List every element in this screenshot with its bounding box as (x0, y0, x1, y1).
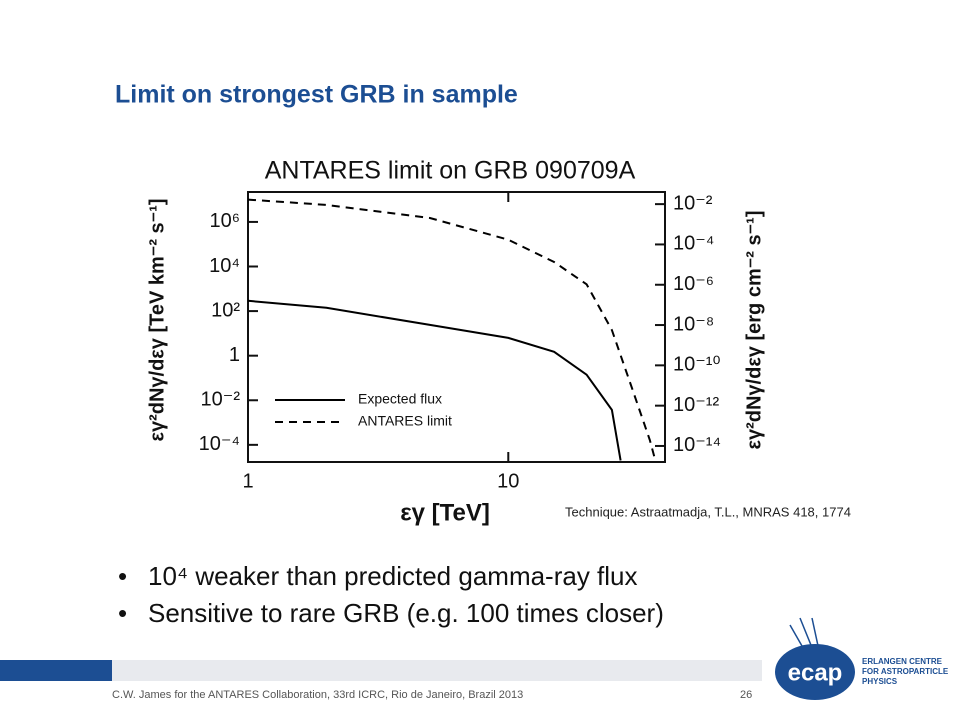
y2-tick-label: 10⁻² (673, 192, 713, 214)
logo-disc (775, 644, 855, 700)
y2-tick-label: 10⁻⁶ (673, 273, 714, 295)
y2-tick-label: 10⁻¹² (673, 394, 719, 416)
y-tick-label: 10⁻⁴ (199, 433, 240, 455)
y-tick-label: 10² (211, 299, 240, 321)
chart-title: ANTARES limit on GRB 090709A (265, 157, 636, 185)
page-number: 26 (740, 689, 752, 701)
x-tick-label: 1 (242, 470, 253, 492)
footer-bar (112, 660, 762, 681)
bullet: Sensitive to rare GRB (e.g. 100 times cl… (148, 598, 664, 628)
source-note: Technique: Astraatmadja, T.L., MNRAS 418… (565, 504, 851, 519)
y-axis-label: εγ²dNγ/dεγ [TeV km⁻² s⁻¹] (146, 198, 168, 441)
series-line (247, 299, 622, 461)
y2-tick-label: 10⁻¹⁴ (673, 434, 721, 456)
plot-frame (247, 191, 666, 463)
y-tick-label: 10⁴ (209, 255, 240, 277)
series-line (247, 198, 657, 461)
bullet-dot: • (118, 561, 127, 591)
logo-text: FOR ASTROPARTICLE (862, 667, 949, 676)
y2-tick-label: 10⁻⁴ (673, 233, 714, 255)
slide-title: Limit on strongest GRB in sample (115, 81, 518, 109)
footer-text: C.W. James for the ANTARES Collaboration… (112, 689, 523, 701)
logo: ecap ERLANGEN CENTRE FOR ASTROPARTICLE P… (775, 617, 949, 700)
x-axis-label: εγ [TeV] (400, 499, 490, 526)
y-tick-label: 10⁶ (210, 210, 240, 232)
legend-label: Expected flux (358, 391, 442, 407)
x-tick-label: 10 (497, 470, 519, 492)
bullet: 10⁴ weaker than predicted gamma-ray flux (148, 561, 638, 591)
logo-text: PHYSICS (862, 677, 898, 686)
legend-label: ANTARES limit (358, 413, 452, 429)
y-tick-label: 1 (229, 344, 240, 366)
y2-axis-label: εγ²dNγ/dεγ [erg cm⁻² s⁻¹] (743, 210, 765, 449)
y2-tick-label: 10⁻⁸ (673, 313, 714, 335)
y2-tick-label: 10⁻¹⁰ (673, 354, 720, 376)
footer-block (0, 660, 112, 681)
y-tick-label: 10⁻² (201, 389, 241, 411)
logo-name: ecap (788, 659, 843, 686)
bullet-dot: • (118, 598, 127, 628)
logo-text: ERLANGEN CENTRE (862, 657, 943, 666)
